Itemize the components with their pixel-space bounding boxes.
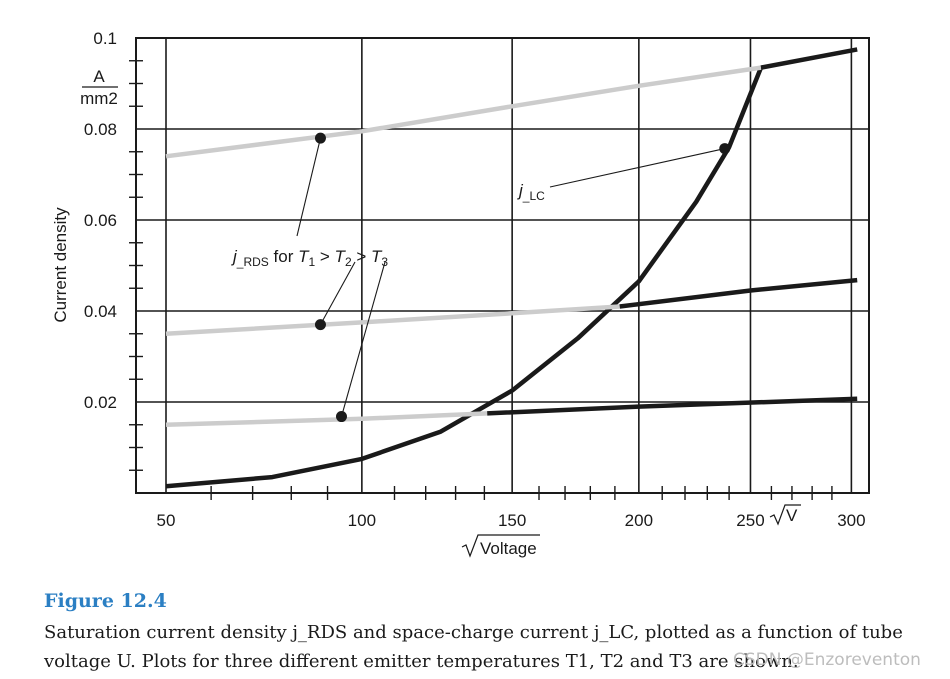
y-axis-title: Current density xyxy=(51,207,70,323)
leader-line-jrds-1 xyxy=(319,261,356,325)
minor-ticks xyxy=(129,60,833,500)
series-line-0 xyxy=(165,66,764,489)
series-line-3 xyxy=(165,304,620,337)
y-unit-denominator: mm2 xyxy=(80,89,118,108)
annotation-t2: T xyxy=(335,247,347,266)
leader-line-jrds-0 xyxy=(296,137,321,237)
annotation-t1-sub: 1 xyxy=(308,255,315,269)
series-line-1 xyxy=(165,65,762,159)
y-unit-numerator: A xyxy=(93,67,105,86)
marker-point-2 xyxy=(335,411,347,423)
y-tick-label-3: 0.08 xyxy=(84,120,117,139)
annotation-jlc-sub: _LC xyxy=(522,189,545,203)
annotation-jrds-sub: _RDS xyxy=(236,255,269,269)
series-line-4 xyxy=(619,277,858,309)
series-lines xyxy=(165,47,858,489)
annotation-t3: T xyxy=(371,247,383,266)
annotation-jlc: j_LC xyxy=(517,181,545,203)
leader-line-jrds-2 xyxy=(340,261,386,417)
y-tick-labels: 0.02 0.04 0.06 0.08 0.1 xyxy=(84,29,117,412)
x-tick-label-4: 250 xyxy=(736,511,764,530)
plot-frame xyxy=(135,37,870,494)
annotation-gt-1: > xyxy=(315,247,334,266)
y-tick-label-0: 0.02 xyxy=(84,393,117,412)
y-tick-label-2: 0.06 xyxy=(84,211,117,230)
y-tick-label-1: 0.04 xyxy=(84,302,117,321)
annotation-t3-sub: 3 xyxy=(381,255,388,269)
x-tick-label-1: 100 xyxy=(348,511,376,530)
annotation-jrds: j_RDS for T1 > T2 > T3 xyxy=(231,247,388,269)
y-tick-label-4: 0.1 xyxy=(93,29,117,48)
annotation-jrds-j: j xyxy=(231,247,238,266)
annotation-jlc-j: j xyxy=(517,181,524,200)
x-tick-label-2: 150 xyxy=(498,511,526,530)
series-line-5 xyxy=(165,411,488,428)
x-axis-title: Voltage xyxy=(480,539,537,558)
figure-caption: Saturation current density j_RDS and spa… xyxy=(44,622,903,672)
annotation-jrds-for: for xyxy=(269,247,298,266)
x-unit-radical xyxy=(769,504,801,526)
marker-point-1 xyxy=(314,319,326,331)
x-title-radical xyxy=(461,534,540,558)
x-tick-label-0: 50 xyxy=(157,511,176,530)
x-tick-labels: 50 100 150 200 250 300 xyxy=(157,511,866,530)
series-line-6 xyxy=(487,396,858,416)
figure-label: Figure 12.4 xyxy=(44,590,167,612)
annotation-leaders xyxy=(296,137,725,417)
x-tick-label-3: 200 xyxy=(625,511,653,530)
leader-line-jlc xyxy=(549,148,725,188)
watermark: CSDN @Enzoreventon xyxy=(733,650,921,670)
annotation-t2-sub: 2 xyxy=(345,255,352,269)
annotation-t1: T xyxy=(298,247,310,266)
annotation-gt-2: > xyxy=(352,247,371,266)
marker-point-3 xyxy=(719,143,731,155)
series-line-2 xyxy=(760,47,858,70)
marker-points xyxy=(314,132,731,423)
x-tick-label-5: 300 xyxy=(837,511,865,530)
x-unit-label: V xyxy=(786,506,798,525)
marker-point-0 xyxy=(314,132,326,144)
